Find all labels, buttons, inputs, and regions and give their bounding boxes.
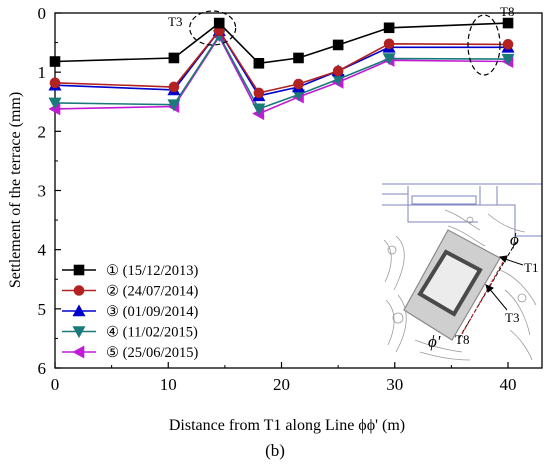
inset-label-t1: T1 xyxy=(524,260,538,275)
x-tick-label: 30 xyxy=(386,375,403,394)
data-point xyxy=(252,103,266,116)
data-point xyxy=(72,326,86,339)
data-point xyxy=(332,39,344,51)
legend-label: ③ (01/09/2014) xyxy=(106,304,199,320)
inset-survey-points xyxy=(461,261,504,335)
series xyxy=(49,17,514,69)
legend-item: ⑤ (25/06/2015) xyxy=(62,345,199,361)
legend: ① (15/12/2013) ② (24/07/2014) ③ (01/09/201… xyxy=(62,263,199,361)
data-point xyxy=(49,56,61,67)
data-point xyxy=(253,87,265,99)
y-axis-title: Settlement of the terrace (mm) xyxy=(7,92,24,288)
figure-caption: (b) xyxy=(265,441,285,460)
x-tick-label: 0 xyxy=(51,375,60,394)
series-layer xyxy=(48,17,515,121)
data-point xyxy=(502,39,514,50)
legend-label: ② (24/07/2014) xyxy=(106,284,199,300)
data-point xyxy=(502,17,514,29)
y-tick-label: 4 xyxy=(38,241,47,260)
legend-item: ① (15/12/2013) xyxy=(62,263,199,279)
inset-label-phi: ϕ xyxy=(510,230,519,249)
data-point xyxy=(168,52,180,64)
data-point xyxy=(49,77,61,89)
data-point xyxy=(332,65,344,77)
data-point xyxy=(382,53,396,66)
y-tick-label: 1 xyxy=(38,63,47,82)
data-point xyxy=(383,38,395,50)
annotation-t8-ellipse xyxy=(467,14,501,76)
inset-building-outline xyxy=(382,183,542,237)
data-point xyxy=(253,57,265,69)
data-point xyxy=(72,345,85,359)
data-point xyxy=(48,97,62,110)
series-line xyxy=(54,22,509,65)
inset-arrows xyxy=(485,255,524,311)
y-tick-label: 6 xyxy=(38,359,47,378)
inset-label-t8: T8 xyxy=(455,332,469,347)
data-point xyxy=(293,78,304,90)
y-tick-label: 0 xyxy=(38,4,47,23)
annotation-t3-ellipse xyxy=(189,10,237,46)
axis-ticks: 0 10 20 30 40 0 1 2 3 4 5 6 xyxy=(38,4,517,394)
data-point xyxy=(168,81,180,93)
inset-site-plan: ϕ T1 T3 ϕ' T8 xyxy=(382,183,542,361)
x-tick-label: 10 xyxy=(160,375,177,394)
legend-item: ② (24/07/2014) xyxy=(62,284,199,300)
y-tick-label: 3 xyxy=(38,182,47,201)
y-tick-label: 2 xyxy=(38,122,47,141)
inset-label-phi-prime: ϕ' xyxy=(428,332,441,351)
legend-item: ③ (01/09/2014) xyxy=(62,304,199,320)
x-tick-label: 20 xyxy=(273,375,290,394)
data-point xyxy=(73,264,85,276)
legend-label: ④ (11/02/2015) xyxy=(106,325,198,341)
annotation-t8-label: T8 xyxy=(500,4,514,19)
data-point xyxy=(72,304,86,317)
data-point xyxy=(383,22,395,34)
series xyxy=(48,24,515,102)
annotation-t3-label: T3 xyxy=(168,14,182,29)
inset-label-t3: T3 xyxy=(505,310,519,325)
series-line xyxy=(54,33,509,110)
data-point xyxy=(501,53,515,66)
legend-label: ⑤ (25/06/2015) xyxy=(106,345,199,361)
inset-building-footprint xyxy=(403,229,501,341)
series-line xyxy=(54,29,508,97)
x-tick-label: 40 xyxy=(500,375,517,394)
legend-item: ④ (11/02/2015) xyxy=(62,325,198,341)
data-point xyxy=(293,52,304,64)
series-line xyxy=(54,29,509,94)
series xyxy=(48,30,515,116)
data-point xyxy=(213,17,225,29)
legend-label: ① (15/12/2013) xyxy=(106,263,199,279)
inset-topography xyxy=(383,209,537,361)
data-point xyxy=(167,99,181,112)
x-axis-title: Distance from T1 along Line ϕϕ' (m) xyxy=(169,417,405,434)
data-point xyxy=(73,285,85,296)
series-line xyxy=(54,35,509,115)
y-tick-label: 5 xyxy=(38,300,47,319)
